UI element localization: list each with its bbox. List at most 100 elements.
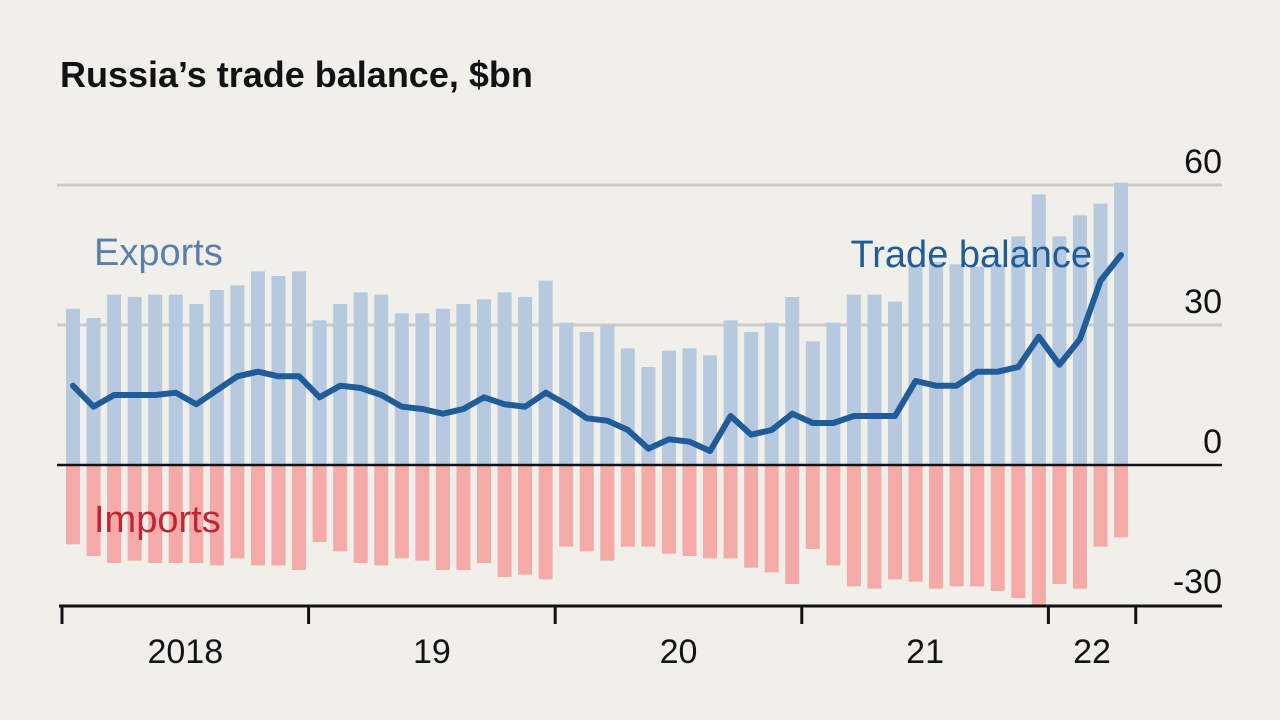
imports-bar [1072, 465, 1087, 589]
exports-bar [723, 320, 738, 465]
y-tick-label: -30 [1173, 563, 1222, 601]
x-tick-label: 2018 [147, 633, 223, 671]
imports-bar [1093, 465, 1108, 547]
exports-bar [435, 308, 450, 465]
imports-bar [477, 465, 491, 563]
exports-bar [415, 313, 430, 465]
imports-bar [579, 465, 594, 552]
trade-balance-line [70, 252, 1124, 454]
exports-bar [394, 313, 409, 465]
imports-bar [189, 465, 204, 563]
imports-bar [497, 465, 512, 577]
trade-balance-label: Trade balance [850, 234, 1092, 276]
imports-bar [415, 465, 430, 561]
exports-bar [579, 332, 594, 465]
imports-bar [374, 465, 389, 566]
exports-bar [826, 322, 841, 465]
exports-bar [785, 297, 800, 465]
imports-bar [990, 465, 1005, 591]
imports-bar [744, 465, 759, 568]
exports-bar [867, 294, 882, 465]
y-tick-label: 60 [1184, 143, 1222, 181]
imports-bar [538, 465, 553, 580]
x-tick-label: 19 [413, 633, 451, 671]
exports-bar [970, 266, 985, 465]
imports-bar [312, 465, 327, 542]
imports-bar [66, 465, 80, 545]
imports-bar [1031, 465, 1046, 608]
imports-bar [846, 465, 861, 587]
exports-bar [189, 304, 204, 465]
x-axis [59, 604, 1222, 624]
exports-bar [661, 350, 676, 465]
y-tick-label: 0 [1203, 423, 1222, 461]
exports-label: Exports [94, 232, 223, 274]
exports-bar [250, 271, 265, 465]
imports-bar [230, 465, 245, 559]
exports-bar [86, 318, 101, 465]
imports-bar [127, 465, 142, 561]
imports-bar [600, 465, 615, 561]
imports-label: Imports [94, 499, 221, 541]
imports-bar [518, 465, 533, 575]
imports-bar [620, 465, 635, 547]
x-tick-label: 20 [660, 633, 698, 671]
exports-bar [764, 322, 779, 465]
exports-bar [682, 348, 697, 465]
exports-bar [148, 294, 163, 465]
exports-bar [1114, 182, 1129, 465]
imports-bar [703, 465, 718, 559]
imports-bar [805, 465, 820, 549]
x-tick-label: 21 [906, 633, 944, 671]
exports-bar [271, 276, 286, 465]
exports-bar [1031, 194, 1046, 466]
y-tick-label: 30 [1184, 283, 1222, 321]
imports-bar [456, 465, 471, 570]
imports-bar [148, 465, 163, 563]
exports-bar [559, 322, 574, 465]
imports-bar [168, 465, 183, 563]
imports-bar [929, 465, 944, 589]
imports-bar [1011, 465, 1026, 598]
exports-bar [456, 304, 471, 465]
imports-bar [250, 465, 265, 566]
exports-bar [1011, 236, 1026, 465]
bars [66, 182, 1129, 608]
exports-bar [929, 262, 944, 465]
imports-bar [867, 465, 882, 589]
exports-bar [209, 290, 224, 465]
imports-bar [353, 465, 368, 563]
imports-bar [970, 465, 985, 587]
exports-bar [990, 264, 1005, 465]
exports-bar [312, 320, 327, 465]
exports-bar [600, 325, 615, 465]
exports-bar [353, 292, 368, 465]
chart-title: Russia’s trade balance, $bn [60, 54, 533, 95]
exports-bar [538, 280, 553, 465]
exports-bar [127, 297, 142, 465]
imports-bar [826, 465, 841, 566]
trade-balance-line-group [70, 252, 1124, 454]
exports-bar [805, 341, 820, 465]
exports-bar [744, 332, 759, 465]
imports-bar [785, 465, 800, 584]
exports-bar [908, 264, 923, 465]
y-tick-labels: 60 30 0 -30 [1173, 143, 1222, 601]
exports-bar [292, 271, 307, 465]
exports-bar [949, 264, 964, 465]
imports-bar [209, 465, 224, 566]
exports-bar [1052, 236, 1067, 465]
exports-bar [846, 294, 861, 465]
exports-bar [374, 294, 389, 465]
imports-bar [723, 465, 738, 559]
imports-bar [559, 465, 574, 547]
exports-bar [641, 367, 656, 465]
imports-bar [435, 465, 450, 570]
exports-bar [107, 294, 122, 465]
imports-bar [292, 465, 307, 570]
exports-bar [1093, 203, 1108, 465]
imports-bar [271, 465, 286, 566]
exports-bar [477, 299, 491, 465]
imports-bar [333, 465, 348, 552]
